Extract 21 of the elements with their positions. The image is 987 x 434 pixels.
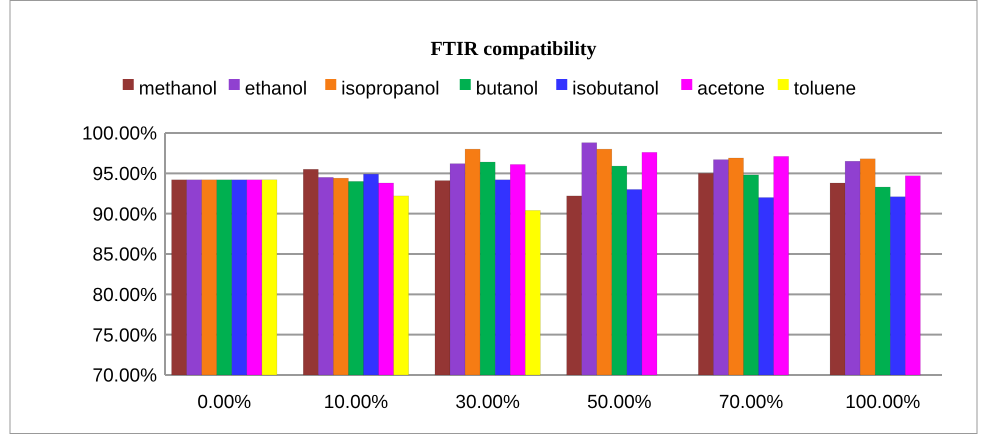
x-tick-label: 70.00% bbox=[718, 392, 784, 413]
y-tick-label: 95.00% bbox=[92, 164, 158, 185]
x-tick-label: 30.00% bbox=[455, 392, 520, 413]
legend-label: isopropanol bbox=[341, 78, 440, 100]
y-tick-label: 85.00% bbox=[92, 244, 158, 266]
y-tick-label: 70.00% bbox=[92, 366, 158, 387]
legend-label: acetone bbox=[697, 78, 765, 100]
chart-title: FTIR compatibility bbox=[430, 38, 597, 60]
y-tick-label: 80.00% bbox=[92, 284, 158, 306]
x-tick-label: 10.00% bbox=[324, 392, 388, 413]
legend-label: butanol bbox=[476, 78, 538, 100]
legend-label: methanol bbox=[138, 78, 217, 100]
legend-label: isobutanol bbox=[572, 78, 659, 100]
y-tick-label: 90.00% bbox=[92, 204, 158, 226]
y-tick-label: 75.00% bbox=[92, 325, 158, 346]
y-tick-label: 100.00% bbox=[82, 124, 158, 145]
x-tick-label: 100.00% bbox=[845, 392, 920, 413]
x-tick-label: 0.00% bbox=[197, 392, 252, 413]
x-tick-label: 50.00% bbox=[587, 392, 652, 413]
legend-label: toluene bbox=[794, 78, 856, 100]
legend-label: ethanol bbox=[244, 78, 308, 100]
